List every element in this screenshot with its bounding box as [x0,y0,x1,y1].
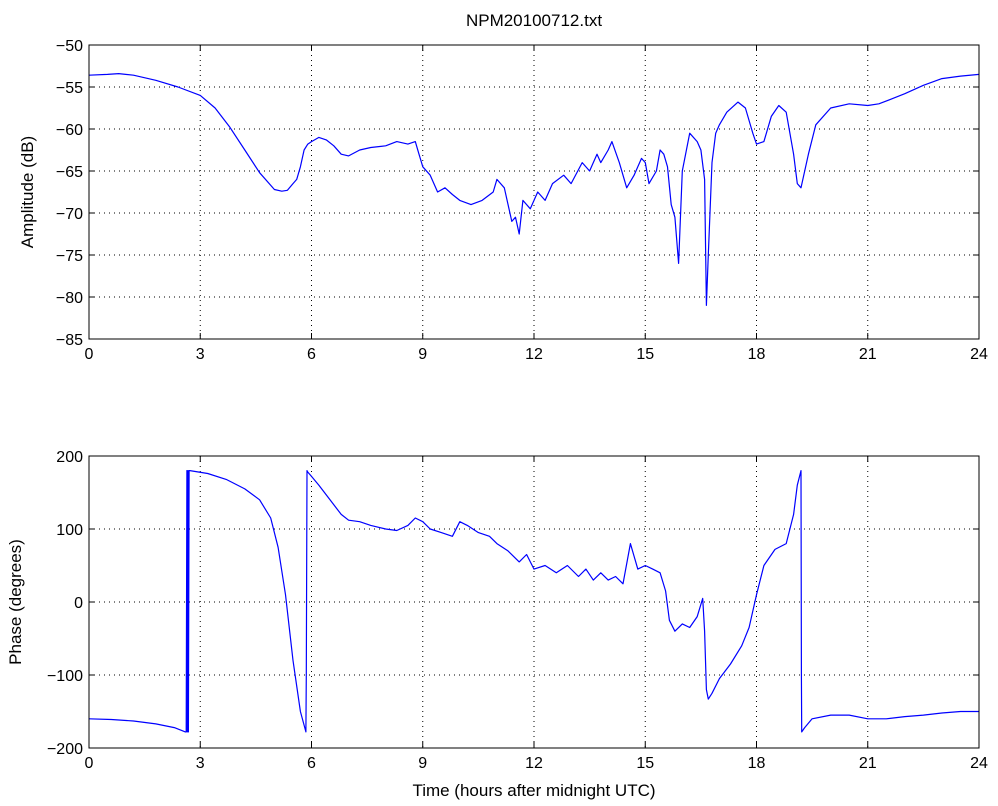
amplitude-y-tick-label: −75 [56,248,83,265]
amplitude-y-tick-label: −70 [56,206,83,223]
amplitude-y-tick-label: −55 [56,80,83,97]
amplitude-x-tick-label: 15 [636,346,654,363]
phase-series-line [88,470,979,733]
amplitude-x-tick-label: 3 [196,346,205,363]
amplitude-y-tick-label: −80 [56,290,83,307]
figure-title: NPM20100712.txt [466,11,602,30]
amplitude-y-tick-label: −50 [56,38,83,55]
phase-x-tick-label: 18 [748,755,766,772]
phase-y-tick-label: 200 [56,449,83,466]
phase-x-tick-label: 15 [636,755,654,772]
phase-x-tick-label: 0 [85,755,94,772]
amplitude-x-tick-label: 0 [85,346,94,363]
amplitude-axes-box [88,44,980,340]
phase-y-axis-label: Phase (degrees) [6,539,25,665]
amplitude-y-tick-label: −60 [56,122,83,139]
amplitude-series-line [88,72,980,306]
amplitude-x-tick-label: 24 [970,346,988,363]
phase-x-tick-label: 24 [970,755,988,772]
phase-y-tick-label: 100 [56,522,83,539]
phase-x-tick-label: 21 [859,755,877,772]
amplitude-y-tick-label: −65 [56,164,83,181]
amplitude-axes-background [89,45,979,339]
amplitude-x-tick-label: 21 [859,346,877,363]
amplitude-plot: 0 3 6 9 12 15 18 21 24 −85 −80 −75 −70 −65 −60 −55 −50 Am… [18,38,988,363]
phase-x-axis-label: Time (hours after midnight UTC) [412,781,655,800]
amplitude-x-tick-label: 12 [525,346,543,363]
amplitude-x-tick-label: 9 [418,346,427,363]
phase-plot: 0 3 6 9 12 15 18 21 24 −200 −100 0 100 200 Phase (degr… [6,449,988,800]
amplitude-y-tick-label: −85 [56,332,83,349]
phase-axes-box [88,455,980,749]
phase-x-tick-label: 12 [525,755,543,772]
phase-y-tick-label: 0 [74,595,83,612]
phase-y-tick-label: −100 [47,668,83,685]
phase-y-tick-label: −200 [47,741,83,758]
amplitude-y-axis-label: Amplitude (dB) [18,136,37,248]
phase-x-tick-label: 3 [196,755,205,772]
amplitude-x-tick-label: 6 [307,346,316,363]
amplitude-x-tick-label: 18 [748,346,766,363]
phase-x-tick-label: 9 [418,755,427,772]
phase-x-tick-label: 6 [307,755,316,772]
